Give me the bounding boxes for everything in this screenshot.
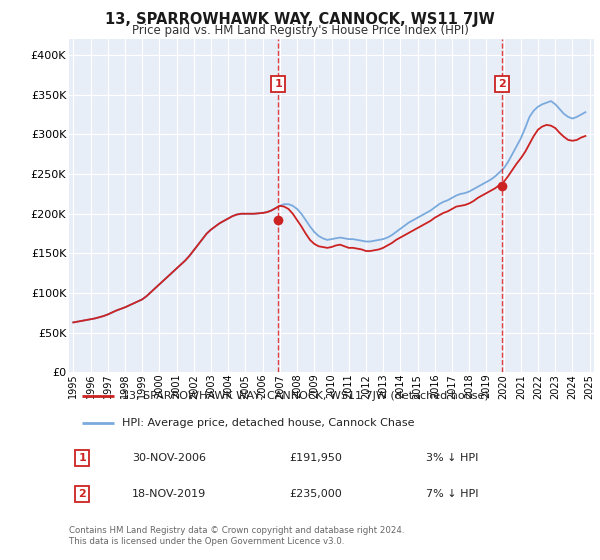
Text: Contains HM Land Registry data © Crown copyright and database right 2024.
This d: Contains HM Land Registry data © Crown c… — [69, 526, 404, 546]
Text: 1: 1 — [78, 453, 86, 463]
Text: 18-NOV-2019: 18-NOV-2019 — [132, 489, 206, 499]
Text: Price paid vs. HM Land Registry's House Price Index (HPI): Price paid vs. HM Land Registry's House … — [131, 24, 469, 36]
Text: 13, SPARROWHAWK WAY, CANNOCK, WS11 7JW (detached house): 13, SPARROWHAWK WAY, CANNOCK, WS11 7JW (… — [121, 391, 488, 401]
Text: £191,950: £191,950 — [290, 453, 343, 463]
Text: HPI: Average price, detached house, Cannock Chase: HPI: Average price, detached house, Cann… — [121, 418, 414, 428]
Text: 2: 2 — [498, 79, 505, 89]
Text: 13, SPARROWHAWK WAY, CANNOCK, WS11 7JW: 13, SPARROWHAWK WAY, CANNOCK, WS11 7JW — [105, 12, 495, 27]
Text: 30-NOV-2006: 30-NOV-2006 — [132, 453, 206, 463]
Text: £235,000: £235,000 — [290, 489, 342, 499]
Text: 7% ↓ HPI: 7% ↓ HPI — [426, 489, 479, 499]
Text: 1: 1 — [275, 79, 283, 89]
Text: 3% ↓ HPI: 3% ↓ HPI — [426, 453, 478, 463]
Text: 2: 2 — [78, 489, 86, 499]
